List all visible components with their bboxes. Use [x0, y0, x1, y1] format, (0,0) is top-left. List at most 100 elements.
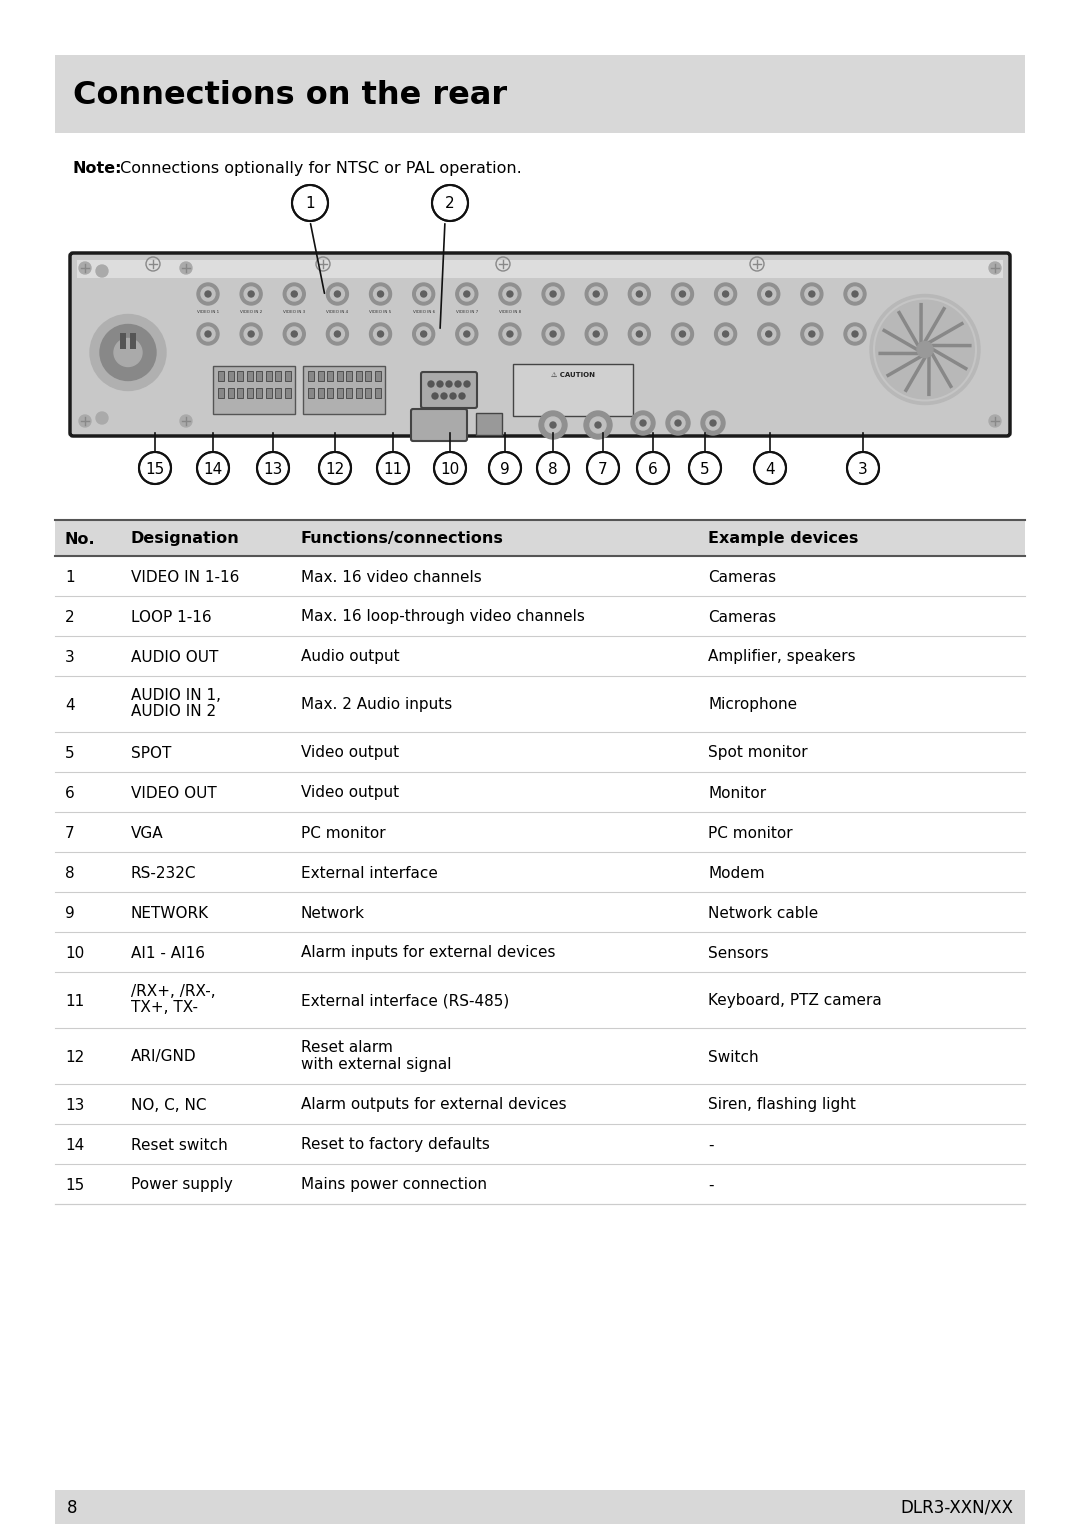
Text: Example devices: Example devices [708, 532, 859, 547]
Text: LOOP 1-16: LOOP 1-16 [131, 610, 212, 625]
Text: NETWORK: NETWORK [131, 905, 210, 921]
Text: VIDEO IN 6: VIDEO IN 6 [413, 309, 435, 314]
Text: Switch: Switch [708, 1049, 759, 1065]
Text: Max. 16 video channels: Max. 16 video channels [300, 570, 482, 585]
Circle shape [636, 331, 643, 337]
FancyBboxPatch shape [411, 409, 467, 441]
Circle shape [766, 331, 772, 337]
Circle shape [843, 323, 866, 345]
Bar [55, 596, 1025, 636]
Bar [55, 55, 1025, 133]
Bar [246, 371, 253, 381]
Circle shape [848, 286, 862, 300]
Circle shape [330, 326, 345, 342]
Bar [275, 371, 281, 381]
Bar [513, 365, 633, 417]
Circle shape [326, 283, 349, 305]
Circle shape [437, 381, 443, 388]
Bar [308, 388, 314, 398]
Circle shape [335, 291, 340, 297]
Circle shape [450, 394, 456, 398]
Text: 9: 9 [500, 461, 510, 476]
Text: 8: 8 [549, 461, 557, 476]
Circle shape [637, 452, 669, 484]
Circle shape [710, 420, 716, 426]
Text: 7: 7 [598, 461, 608, 476]
Circle shape [499, 283, 521, 305]
Text: Cameras: Cameras [708, 610, 777, 625]
Bar [120, 332, 126, 348]
Circle shape [441, 394, 447, 398]
Bar [213, 366, 295, 414]
Text: RS-232C: RS-232C [131, 866, 197, 881]
Circle shape [843, 283, 866, 305]
Circle shape [503, 326, 517, 342]
Text: Connections on the rear: Connections on the rear [73, 81, 508, 112]
Bar [55, 1028, 1025, 1085]
Circle shape [456, 283, 477, 305]
Circle shape [79, 262, 91, 274]
Circle shape [335, 331, 340, 337]
Circle shape [595, 421, 600, 427]
Text: 9: 9 [65, 905, 75, 921]
Bar [476, 414, 502, 435]
Text: 14: 14 [203, 461, 222, 476]
Circle shape [421, 291, 427, 297]
Text: Reset switch: Reset switch [131, 1137, 228, 1152]
Bar [55, 931, 1025, 971]
Circle shape [666, 411, 690, 435]
Text: Alarm inputs for external devices: Alarm inputs for external devices [300, 945, 555, 961]
Bar [266, 371, 271, 381]
Circle shape [244, 326, 258, 342]
Circle shape [287, 326, 301, 342]
Circle shape [679, 331, 686, 337]
Circle shape [201, 326, 215, 342]
Text: 12: 12 [65, 1049, 84, 1065]
Text: Network: Network [300, 905, 365, 921]
Text: AI1 - AI16: AI1 - AI16 [131, 945, 205, 961]
Circle shape [455, 381, 461, 388]
Bar [337, 371, 342, 381]
Circle shape [679, 291, 686, 297]
Text: Power supply: Power supply [131, 1178, 232, 1192]
Text: VIDEO IN 3: VIDEO IN 3 [283, 309, 306, 314]
Bar [355, 371, 362, 381]
Bar [228, 388, 233, 398]
Text: 11: 11 [65, 993, 84, 1008]
Circle shape [205, 331, 211, 337]
Bar [275, 388, 281, 398]
Bar [77, 260, 1003, 277]
Text: 13: 13 [264, 461, 283, 476]
Circle shape [432, 394, 438, 398]
Text: SPOT: SPOT [131, 746, 172, 760]
Circle shape [809, 331, 815, 337]
Circle shape [432, 185, 468, 221]
Text: with external signal: with external signal [300, 1057, 451, 1071]
Circle shape [489, 452, 521, 484]
Circle shape [292, 331, 297, 337]
Text: 4: 4 [65, 697, 75, 712]
Circle shape [761, 326, 775, 342]
Bar [55, 732, 1025, 772]
Circle shape [585, 323, 607, 345]
Text: 1: 1 [65, 570, 75, 585]
Text: VIDEO IN 5: VIDEO IN 5 [369, 309, 392, 314]
Bar [284, 388, 291, 398]
Circle shape [689, 452, 721, 484]
Bar [303, 366, 384, 414]
Circle shape [463, 291, 470, 297]
Text: Monitor: Monitor [708, 786, 766, 801]
Circle shape [499, 323, 521, 345]
Circle shape [96, 412, 108, 424]
Circle shape [672, 323, 693, 345]
Circle shape [588, 452, 619, 484]
Text: 10: 10 [441, 461, 460, 476]
Text: 11: 11 [383, 461, 403, 476]
Bar [246, 388, 253, 398]
Circle shape [79, 415, 91, 427]
Text: Functions/connections: Functions/connections [300, 532, 503, 547]
Text: VIDEO IN 8: VIDEO IN 8 [499, 309, 521, 314]
Text: /RX+, /RX-,: /RX+, /RX-, [131, 985, 216, 999]
Circle shape [456, 323, 477, 345]
Text: 3: 3 [65, 650, 75, 665]
